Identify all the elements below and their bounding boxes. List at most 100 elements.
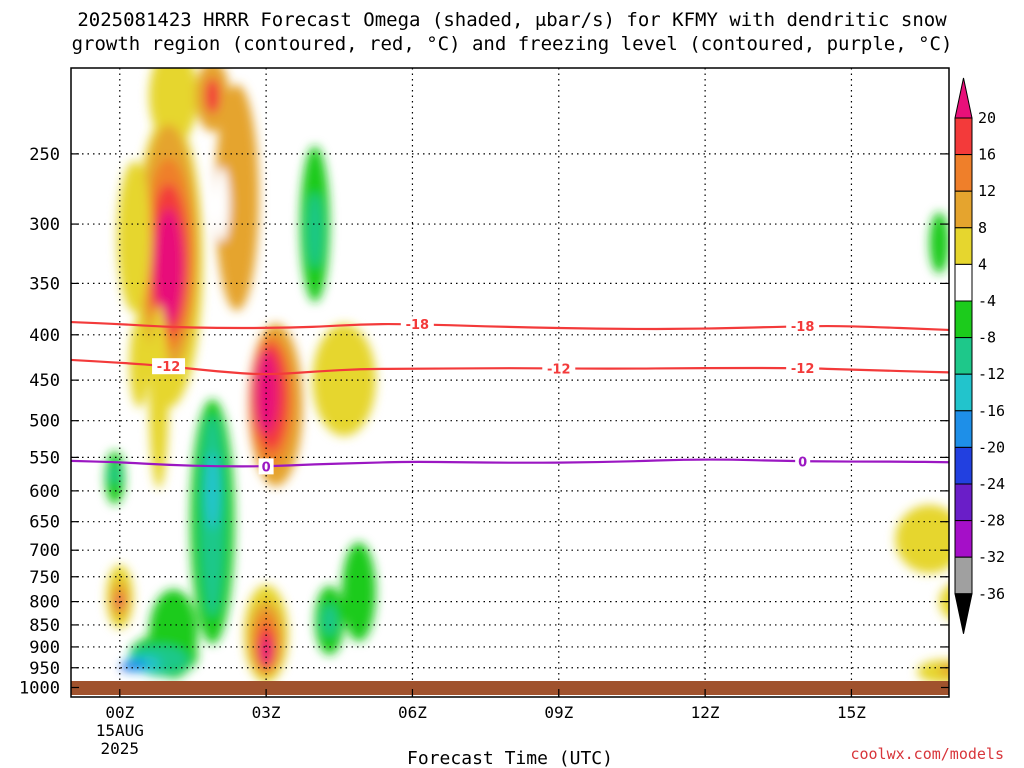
contour-label: -18 [406, 318, 430, 333]
colorbar-swatch [954, 227, 973, 265]
contour-label-bg [795, 453, 811, 470]
x-axis-label: Forecast Time (UTC) [407, 748, 613, 768]
colorbar-tick-label: -12 [978, 365, 1005, 383]
contour-label-bg [258, 458, 274, 475]
omega-cell [205, 77, 220, 114]
contour-label: -12 [547, 362, 571, 377]
source-credit: coolwx.com/models [850, 745, 1004, 763]
colorbar-swatch [954, 556, 973, 595]
y-tick-label: 700 [29, 541, 60, 561]
omega-cell [341, 542, 376, 642]
omega-cell [205, 452, 220, 530]
colorbar-tick-label: -28 [978, 512, 1005, 530]
chart-title-line-2: growth region (contoured, red, °C) and f… [71, 33, 953, 55]
contour-label: -12 [157, 360, 181, 375]
chart-title-line-1: 2025081423 HRRR Forecast Omega (shaded, … [77, 9, 947, 31]
colorbar-tick-label: -4 [978, 292, 996, 310]
contour-label-bg [152, 358, 186, 375]
omega-cell [214, 167, 230, 242]
y-tick-label: 800 [29, 593, 60, 613]
omega-cell [214, 84, 259, 311]
y-tick-label: 650 [29, 513, 60, 533]
colorbar-swatch [954, 337, 973, 375]
y-tick-label: 400 [29, 326, 60, 346]
colorbar-swatch [954, 410, 973, 448]
colorbar-tick-label: 8 [978, 219, 987, 237]
omega-cell [153, 208, 184, 325]
omega-cell [129, 317, 150, 408]
x-tick-label: 15Z [837, 703, 866, 722]
colorbar-tick-label: -8 [978, 329, 996, 347]
contour-line [71, 320, 949, 332]
omega-cell [117, 161, 152, 313]
x-tick-sublabel: 15AUG [96, 721, 144, 740]
contour-label-bg [786, 318, 820, 335]
colorbar-swatch [954, 154, 973, 192]
y-tick-label: 450 [29, 371, 60, 391]
colorbar-swatch [954, 300, 973, 339]
colorbar-bottom-arrow [954, 593, 973, 634]
y-tick-label: 950 [29, 659, 60, 679]
contour-label-bg [786, 359, 820, 376]
colorbar-tick-label: 12 [978, 182, 996, 200]
y-tick-label: 1000 [19, 678, 60, 698]
colorbar-tick-label: 20 [978, 109, 996, 127]
x-tick-label: 09Z [544, 703, 573, 722]
colorbar-tick-label: -20 [978, 438, 1005, 456]
colorbar-tick-label: 4 [978, 255, 987, 273]
x-tick-label: 00Z [105, 703, 134, 722]
contour-label: -18 [791, 320, 815, 335]
omega-cell [307, 192, 323, 269]
colorbar-swatch [954, 263, 973, 302]
colorbar-swatch [954, 373, 973, 412]
y-tick-label: 850 [29, 616, 60, 636]
y-tick-label: 900 [29, 638, 60, 658]
omega-blob-layer [105, 68, 949, 684]
x-tick-label: 06Z [398, 703, 427, 722]
colorbar: 20 16 12 8 4 -4 -8 -12 -16 -20 -24 -28 -32 -36 [954, 77, 1005, 634]
colorbar-swatch [954, 483, 973, 522]
colorbar-swatch [954, 446, 973, 485]
y-tick-label: 500 [29, 412, 60, 432]
omega-cell [122, 659, 147, 672]
omega-cell [917, 659, 949, 684]
x-tick-label: 03Z [252, 703, 281, 722]
omega-cell [312, 324, 376, 437]
temperature-contours: -18 -18 -12 -12 -12 0 0 [71, 316, 949, 475]
contour-label-bg [400, 316, 434, 333]
colorbar-swatch [954, 117, 973, 156]
contour-label: 0 [262, 460, 271, 475]
omega-cell [939, 663, 949, 676]
contour-line [71, 458, 949, 468]
y-tick-label: 250 [29, 145, 60, 165]
colorbar-tick-label: 16 [978, 146, 996, 164]
y-tick-label: 550 [29, 448, 60, 468]
omega-cell [120, 664, 129, 671]
omega-cell [110, 464, 120, 485]
omega-shading [105, 68, 949, 684]
terrain-strip [71, 681, 949, 695]
colorbar-swatch [954, 520, 973, 558]
plot-frame [70, 67, 950, 698]
x-tick-sublabel: 2025 [101, 739, 140, 758]
colorbar-swatch [954, 190, 973, 229]
contour-label: 0 [798, 456, 807, 471]
contour-label: -12 [791, 362, 815, 377]
omega-cell [149, 305, 169, 489]
y-tick-label: 350 [29, 274, 60, 294]
colorbar-tick-label: -16 [978, 402, 1005, 420]
colorbar-top-arrow [954, 77, 973, 119]
y-tick-label: 750 [29, 568, 60, 588]
colorbar-tick-label: -24 [978, 475, 1005, 493]
colorbar-tick-label: -36 [978, 585, 1005, 603]
x-tick-label: 12Z [691, 703, 720, 722]
omega-cell [895, 505, 949, 574]
colorbar-tick-label: -32 [978, 548, 1005, 566]
contour-label-bg [542, 360, 576, 377]
omega-cell [322, 604, 337, 637]
omega-cell [929, 212, 949, 274]
y-tick-label: 600 [29, 482, 60, 502]
y-axis: 2503003504004505005506006507007508008509… [19, 145, 949, 698]
